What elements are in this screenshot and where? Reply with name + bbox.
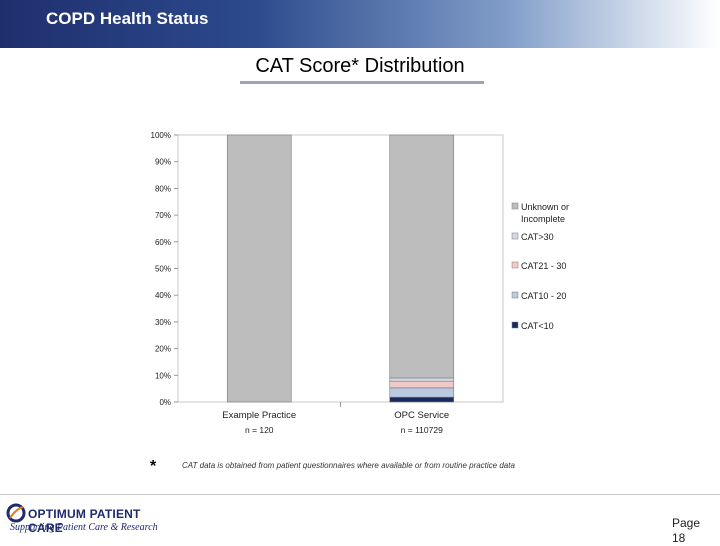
legend-swatch xyxy=(511,232,519,240)
header-banner: COPD Health Status xyxy=(0,0,720,48)
legend-label: Unknown or xyxy=(521,202,569,212)
legend-label: Incomplete xyxy=(521,214,565,224)
y-tick-label: 0% xyxy=(159,398,171,407)
bar-segment xyxy=(389,380,455,389)
legend-label: CAT>30 xyxy=(521,232,554,242)
x-category-label: OPC Service xyxy=(394,410,449,421)
y-tick-label: 30% xyxy=(155,318,171,327)
legend-swatch xyxy=(511,291,519,299)
optimum-patient-care-logo: OPTIMUM PATIENT CARE Supporting Patient … xyxy=(6,500,176,540)
logo-o-icon xyxy=(6,503,26,523)
y-tick-label: 80% xyxy=(155,184,171,193)
bar-segment xyxy=(389,377,455,382)
page-number: Page 18 xyxy=(672,516,701,545)
chart-title: CAT Score* Distribution xyxy=(255,55,465,77)
bar-segment xyxy=(226,134,292,403)
stacked-bar-chart: 0% 10% 20% 30% 40% 50% 60% 70% 80% 90% 100% Example… xyxy=(151,131,570,435)
y-tick-label: 60% xyxy=(155,238,171,247)
y-tick-label: 20% xyxy=(155,345,171,354)
bar-segment xyxy=(389,396,455,403)
legend-swatch xyxy=(511,202,519,210)
footer-divider xyxy=(0,494,720,495)
title-underline xyxy=(240,81,484,84)
y-tick-label: 70% xyxy=(155,211,171,220)
logo-tagline: Supporting Patient Care & Research xyxy=(10,522,158,533)
sample-size-label: n = 120 xyxy=(245,425,274,435)
page-title: COPD Health Status xyxy=(46,9,209,28)
y-tick-label: 50% xyxy=(155,265,171,274)
plot-frame xyxy=(177,134,504,403)
x-category-label: Example Practice xyxy=(222,410,296,421)
bar-segment xyxy=(389,134,455,379)
y-tick-label: 100% xyxy=(151,131,171,140)
legend-label: CAT10 - 20 xyxy=(521,291,566,301)
legend-label: CAT21 - 30 xyxy=(521,261,566,271)
y-tick-label: 40% xyxy=(155,291,171,300)
logo-name: OPTIMUM PATIENT CARE xyxy=(28,507,141,535)
legend-swatch xyxy=(511,261,519,269)
y-tick-label: 10% xyxy=(155,371,171,380)
footnote-text: CAT data is obtained from patient questi… xyxy=(182,461,515,470)
legend-label: CAT<10 xyxy=(521,321,554,331)
footnote-marker: * xyxy=(150,458,157,475)
bar-segment xyxy=(389,387,455,398)
sample-size-label: n = 110729 xyxy=(401,425,443,435)
legend-swatch xyxy=(511,321,519,329)
y-tick-label: 90% xyxy=(155,158,171,167)
